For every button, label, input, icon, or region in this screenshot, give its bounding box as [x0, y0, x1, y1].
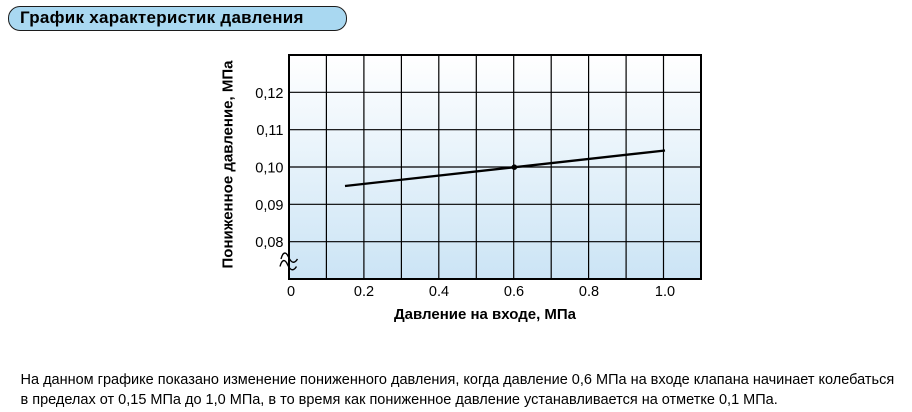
svg-text:1.0: 1.0: [655, 284, 675, 300]
svg-text:0,12: 0,12: [255, 86, 283, 102]
svg-text:0.4: 0.4: [429, 284, 449, 300]
svg-text:Пониженное давление, МПа: Пониженное давление, МПа: [220, 60, 237, 269]
svg-text:0.6: 0.6: [504, 284, 524, 300]
svg-text:0: 0: [287, 284, 295, 300]
svg-text:0.2: 0.2: [354, 284, 374, 300]
svg-text:0,09: 0,09: [255, 198, 283, 214]
svg-text:0,08: 0,08: [255, 235, 283, 251]
svg-text:Давление на входе, МПа: Давление на входе, МПа: [394, 306, 577, 323]
svg-text:0,11: 0,11: [256, 123, 283, 139]
svg-text:0.8: 0.8: [579, 284, 599, 300]
svg-text:0,10: 0,10: [255, 161, 283, 177]
